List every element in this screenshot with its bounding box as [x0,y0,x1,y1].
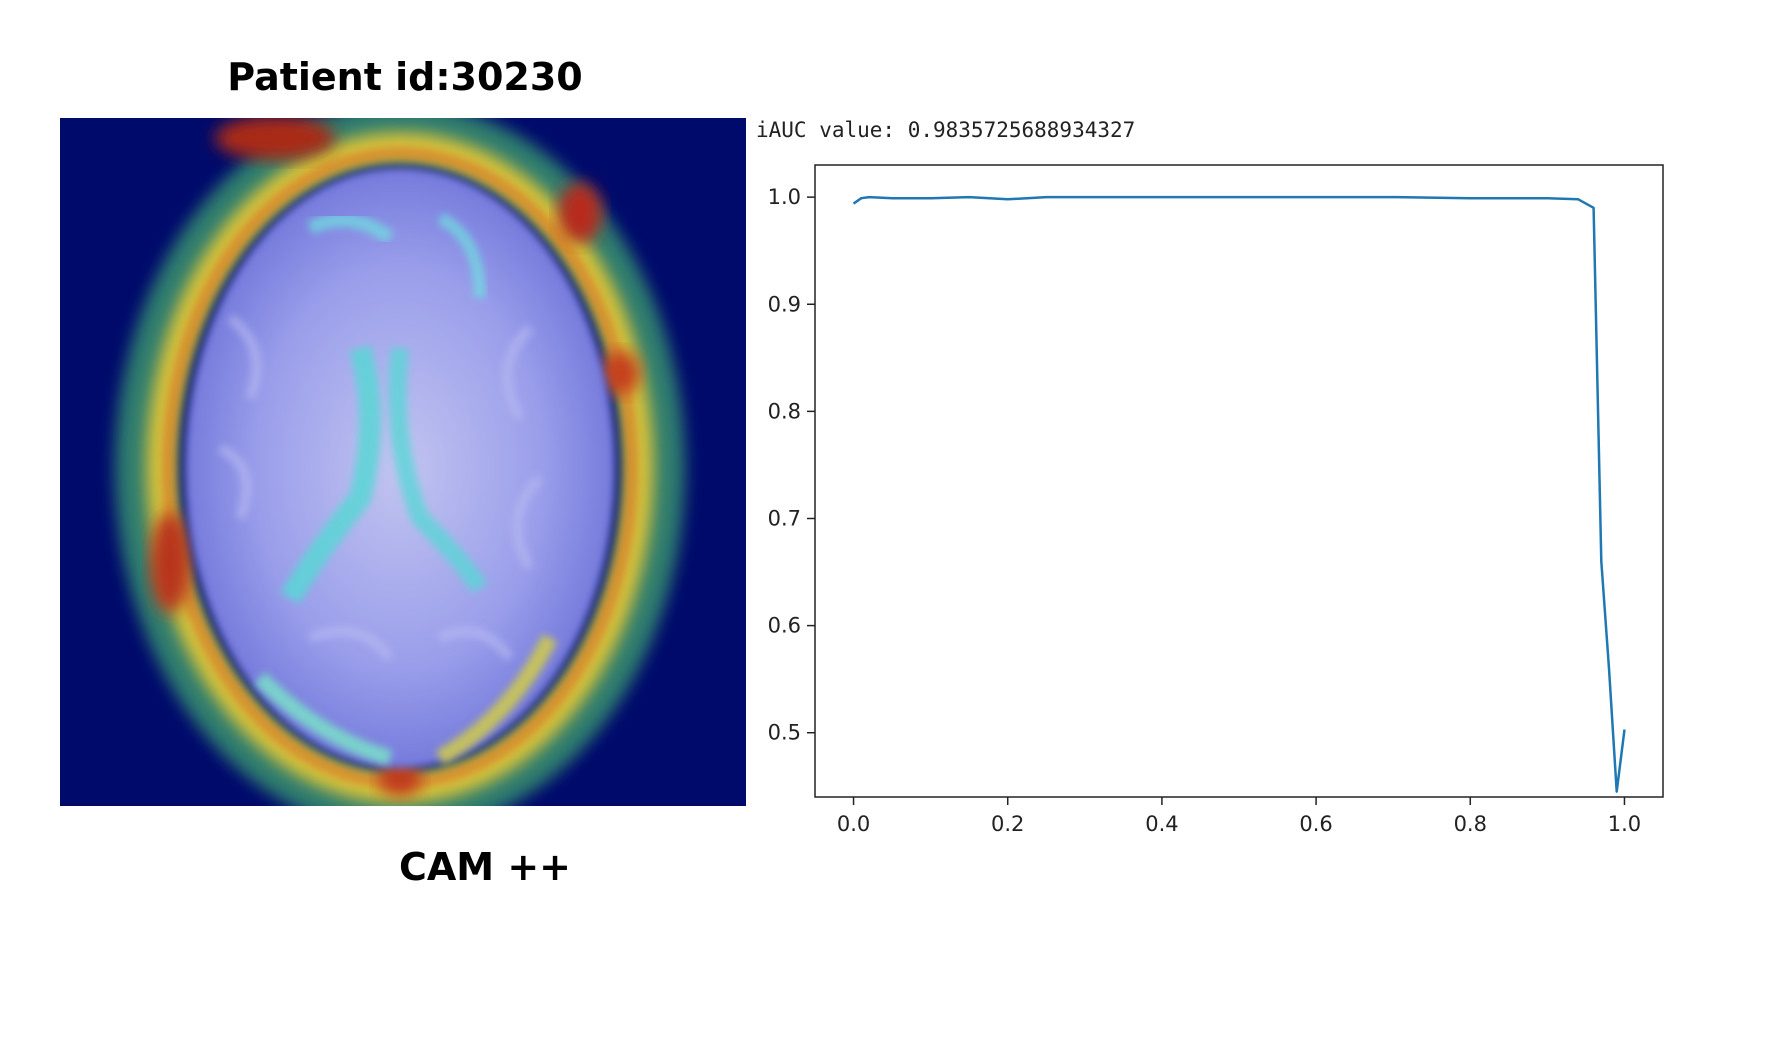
y-tick-label: 0.9 [768,292,801,316]
iauc-value-text: iAUC value: 0.9835725688934327 [756,118,1136,142]
brain-heatmap-graphic [60,103,746,833]
y-tick-label: 1.0 [768,185,801,209]
series-layer [852,195,1626,793]
method-caption: CAM ++ [398,845,572,889]
y-tick-label: 0.8 [768,399,801,423]
series-line [852,195,1626,793]
chart-svg: 0.0 0.2 0.4 0.6 0.8 1.0 0.5 0.6 0.7 0.8 0.9 1.0 [768,164,1664,836]
x-axis-ticks: 0.0 0.2 0.4 0.6 0.8 1.0 [837,797,1641,836]
y-tick-label: 0.7 [768,506,801,530]
y-axis-ticks: 0.5 0.6 0.7 0.8 0.9 1.0 [768,185,815,745]
cam-heatmap-image [60,103,746,833]
x-tick-label: 1.0 [1608,812,1641,836]
x-tick-label: 0.8 [1454,812,1487,836]
y-tick-label: 0.5 [768,721,801,745]
iauc-line-chart: 0.0 0.2 0.4 0.6 0.8 1.0 0.5 0.6 0.7 0.8 0.9 1.0 [720,140,1720,860]
x-tick-label: 0.6 [1299,812,1332,836]
y-tick-label: 0.6 [768,614,801,638]
x-tick-label: 0.2 [991,812,1024,836]
axes-frame [814,164,1664,798]
x-tick-label: 0.4 [1145,812,1178,836]
figure-title: Patient id:30230 [227,55,583,99]
x-tick-label: 0.0 [837,812,870,836]
